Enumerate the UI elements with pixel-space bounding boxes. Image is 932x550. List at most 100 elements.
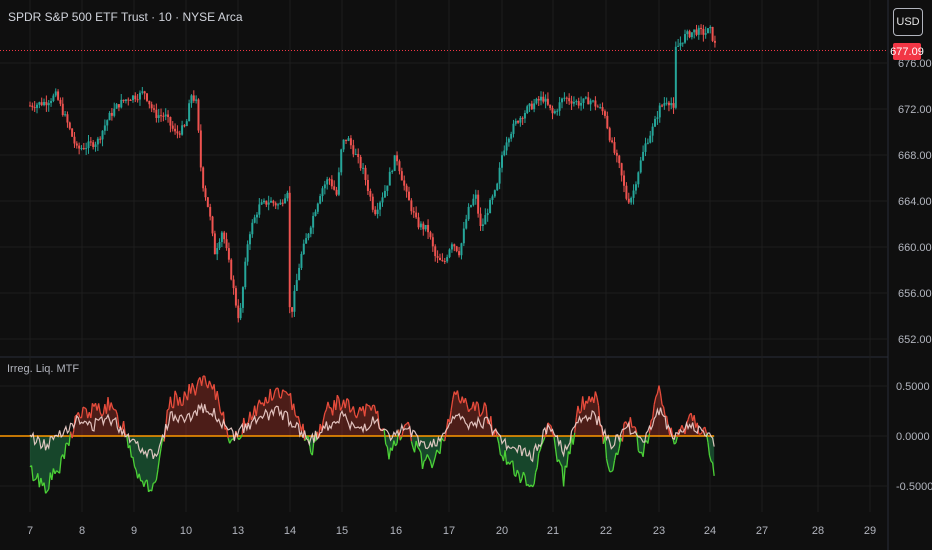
candle-body <box>185 121 188 127</box>
candle-body <box>462 228 465 244</box>
indicator-line-segment <box>653 396 657 405</box>
candle-body <box>237 305 240 319</box>
candle-body <box>460 243 463 256</box>
candle-body <box>258 204 261 215</box>
candle-body <box>178 133 181 135</box>
candle-body <box>197 99 200 131</box>
candle-body <box>634 184 637 191</box>
time-tick-label: 27 <box>756 525 768 537</box>
candle-body <box>542 96 545 102</box>
candle-body <box>379 202 382 210</box>
indicator-bearish-area <box>30 376 715 436</box>
candle-body <box>599 107 602 109</box>
indicator-line-segment <box>264 396 268 404</box>
indicator-line-segment <box>410 441 414 448</box>
candle-body <box>649 135 652 143</box>
candle-body <box>89 141 92 143</box>
indicator-line-segment <box>579 411 582 414</box>
indicator-line-segment <box>336 394 340 399</box>
candle-body <box>113 108 116 116</box>
candle-body <box>188 103 191 122</box>
candle-body <box>160 115 163 117</box>
indicator-line-segment <box>711 462 715 476</box>
candle-body <box>314 211 317 216</box>
time-tick-label: 13 <box>232 525 244 537</box>
indicator-line-segment <box>48 472 51 490</box>
candle-body <box>164 114 167 117</box>
candle-body <box>684 34 687 43</box>
candle-body <box>364 167 367 180</box>
candle-body <box>501 155 503 168</box>
indicator-line-segment <box>68 431 72 446</box>
candle-body <box>679 42 682 46</box>
candle-body <box>248 234 251 245</box>
candle-body <box>443 260 446 262</box>
indicator-line-segment <box>32 479 35 482</box>
indicator-line-segment <box>434 449 438 458</box>
indicator-line-segment <box>693 415 697 428</box>
indicator-line-segment <box>474 401 478 411</box>
indicator-line-segment <box>399 436 403 441</box>
candle-body <box>246 244 249 262</box>
candle-body <box>565 97 568 99</box>
candle-body <box>195 99 198 101</box>
time-tick-label: 10 <box>180 525 192 537</box>
candle-body <box>398 161 401 172</box>
candle-body <box>359 156 362 169</box>
candle-body <box>486 213 489 216</box>
indicator-line-segment <box>297 416 301 424</box>
indicator-line-segment <box>593 391 597 404</box>
candle-body <box>453 244 456 247</box>
indicator-line-segment <box>415 440 419 448</box>
candle-body <box>36 104 39 108</box>
candle-body <box>220 232 223 242</box>
candle-body <box>654 118 657 127</box>
indicator-line-segment <box>352 406 356 415</box>
candle-body <box>697 27 700 35</box>
indicator-line-segment <box>196 379 200 387</box>
indicator-line-segment <box>289 393 293 411</box>
candle-body <box>481 224 484 226</box>
indicator-line-segment <box>533 472 537 485</box>
candle-body <box>108 112 111 121</box>
candle-body <box>431 237 434 247</box>
indicator-line-segment <box>542 437 546 442</box>
time-tick-label: 22 <box>600 525 612 537</box>
indicator-line-segment <box>500 454 503 457</box>
indicator-line-segment <box>617 447 620 456</box>
indicator-line-segment <box>613 452 617 461</box>
indicator-line-segment <box>110 402 114 409</box>
indicator-line-segment <box>166 408 170 411</box>
indicator-line-segment <box>655 393 659 398</box>
indicator-line-segment <box>138 473 142 482</box>
indicator-line-segment <box>569 436 573 455</box>
candle-body <box>608 128 611 141</box>
candle-body <box>530 103 533 110</box>
indicator-line-segment <box>349 409 353 413</box>
candle-body <box>340 149 343 173</box>
candle-body <box>561 98 564 103</box>
candle-body <box>563 97 566 99</box>
indicator-line-segment <box>204 375 207 385</box>
candle-body <box>711 26 714 41</box>
indicator-line-segment <box>466 404 470 412</box>
indicator-line-segment <box>456 390 460 401</box>
indicator-line-segment <box>272 390 276 399</box>
indicator-line-segment <box>132 457 136 467</box>
candle-body <box>171 125 174 129</box>
indicator-line-segment <box>468 408 471 413</box>
indicator-line-segment <box>277 388 281 398</box>
indicator-line-segment <box>482 402 486 412</box>
currency-button[interactable]: USD <box>893 8 923 36</box>
indicator-line-segment <box>258 399 262 405</box>
candle-body <box>127 99 130 101</box>
candle-body <box>615 152 618 156</box>
candle-body <box>153 108 156 110</box>
indicator-line-segment <box>621 423 625 442</box>
indicator-line-segment <box>483 402 487 407</box>
indicator-line-segment <box>391 440 395 451</box>
indicator-line-segment <box>631 426 634 429</box>
candle-body <box>267 202 270 205</box>
